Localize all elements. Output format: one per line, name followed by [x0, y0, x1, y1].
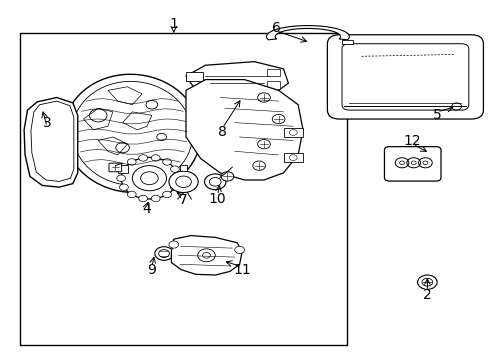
Bar — [341, 40, 352, 44]
Bar — [267, 81, 280, 89]
Bar — [283, 128, 303, 137]
Circle shape — [119, 184, 128, 190]
Circle shape — [163, 191, 171, 198]
Text: 11: 11 — [233, 264, 250, 277]
Circle shape — [173, 175, 182, 181]
Circle shape — [116, 143, 129, 153]
Circle shape — [170, 166, 179, 172]
Bar — [179, 165, 187, 171]
Circle shape — [121, 157, 177, 199]
Ellipse shape — [64, 74, 200, 193]
Text: 4: 4 — [142, 202, 151, 216]
Bar — [185, 72, 203, 81]
Text: 8: 8 — [218, 125, 226, 139]
Polygon shape — [24, 98, 78, 187]
Text: 5: 5 — [432, 108, 441, 122]
Polygon shape — [171, 235, 242, 275]
Circle shape — [252, 161, 265, 170]
Circle shape — [257, 93, 270, 102]
Text: 3: 3 — [42, 116, 51, 130]
Circle shape — [89, 109, 107, 122]
Text: 6: 6 — [271, 21, 280, 35]
Text: 7: 7 — [179, 193, 187, 207]
Text: 10: 10 — [208, 192, 226, 206]
Text: 1: 1 — [169, 17, 178, 31]
Circle shape — [146, 100, 158, 109]
FancyBboxPatch shape — [384, 147, 440, 181]
Circle shape — [272, 114, 285, 124]
Text: 12: 12 — [403, 134, 421, 148]
Circle shape — [117, 175, 125, 181]
Circle shape — [151, 195, 160, 202]
Circle shape — [168, 171, 198, 193]
Ellipse shape — [155, 247, 173, 260]
Circle shape — [204, 174, 225, 190]
Text: 9: 9 — [147, 264, 156, 277]
FancyBboxPatch shape — [109, 163, 122, 172]
Polygon shape — [185, 62, 288, 98]
Circle shape — [234, 246, 244, 253]
Circle shape — [417, 275, 436, 289]
Circle shape — [127, 159, 136, 165]
Polygon shape — [185, 80, 303, 180]
Circle shape — [170, 184, 179, 190]
Circle shape — [141, 172, 158, 185]
Circle shape — [168, 241, 178, 248]
Bar — [267, 69, 280, 76]
Polygon shape — [266, 26, 348, 40]
Circle shape — [139, 195, 147, 202]
Bar — [283, 153, 303, 162]
Circle shape — [257, 139, 270, 149]
Bar — [20, 33, 346, 345]
Circle shape — [151, 155, 160, 161]
Circle shape — [157, 134, 166, 140]
FancyBboxPatch shape — [327, 35, 483, 119]
Text: 2: 2 — [422, 288, 431, 302]
Bar — [118, 165, 128, 173]
Circle shape — [163, 159, 171, 165]
Circle shape — [221, 172, 233, 181]
Circle shape — [127, 191, 136, 198]
Circle shape — [139, 155, 147, 161]
Circle shape — [119, 166, 128, 172]
